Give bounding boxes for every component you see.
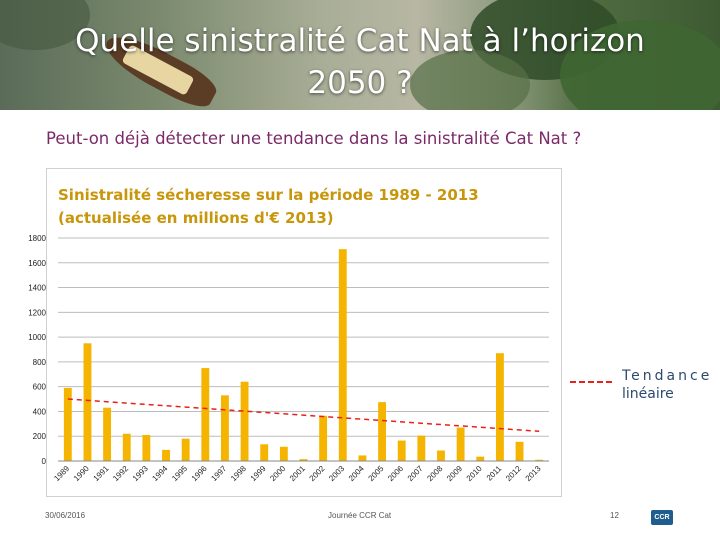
x-tick-label: 2001 (288, 464, 307, 483)
y-tick-label: 1000 (28, 333, 46, 342)
x-tick-label: 1999 (249, 464, 268, 483)
y-tick-label: 1200 (28, 308, 46, 317)
bar (103, 407, 112, 461)
bar (535, 459, 544, 461)
x-tick-label: 2007 (406, 464, 425, 483)
foliage-decoration (410, 50, 530, 110)
chart-title-line1: Sinistralité sécheresse sur la période 1… (58, 186, 479, 204)
bar (181, 438, 190, 461)
bar (299, 459, 308, 461)
x-tick-label: 1992 (111, 464, 130, 483)
slide-subtitle: Peut-on déjà détecter une tendance dans … (46, 129, 582, 148)
x-tick-label: 1996 (190, 464, 209, 483)
x-tick-label: 2005 (367, 464, 386, 483)
chart-title: Sinistralité sécheresse sur la période 1… (58, 184, 479, 230)
bar (378, 402, 386, 461)
bar (515, 441, 524, 461)
x-tick-label: 2003 (327, 464, 346, 483)
trend-layer (67, 398, 540, 433)
bar (456, 427, 465, 461)
x-tick-label: 2009 (445, 464, 464, 483)
x-tick-label: 1997 (209, 464, 228, 483)
trend-line (67, 398, 540, 433)
bar (495, 353, 504, 461)
x-tick-label: 1993 (131, 464, 150, 483)
x-tick-label: 2010 (465, 464, 484, 483)
bar (437, 450, 445, 461)
y-tick-label: 1600 (28, 259, 46, 268)
bar (358, 455, 367, 461)
bar (240, 381, 249, 461)
bars (63, 249, 544, 461)
trend-legend-line1: Tendance (622, 368, 713, 384)
bar (338, 249, 347, 461)
y-tick-label: 1400 (28, 284, 46, 293)
chart-frame (46, 168, 562, 497)
footer-date: 30/06/2016 (45, 511, 86, 520)
chart-title-line2: (actualisée en millions d'€ 2013) (58, 209, 334, 227)
slide-title-line2: 2050 ? (307, 65, 413, 101)
bar (142, 434, 151, 461)
bar (476, 456, 485, 461)
ccr-logo: CCR (651, 510, 673, 525)
x-tick-label: 1991 (92, 464, 111, 483)
bar (221, 395, 229, 461)
bar (83, 343, 92, 461)
bar (201, 368, 210, 461)
bar (319, 415, 328, 461)
slide-title-line1: Quelle sinistralité Cat Nat à l’horizon (75, 23, 645, 59)
x-tick-label: 1990 (72, 464, 91, 483)
footer-page-number: 12 (610, 511, 619, 520)
x-tick-label: 2011 (485, 464, 504, 483)
x-tick-label: 2004 (347, 464, 366, 483)
bar (260, 444, 269, 461)
y-tick-label: 1800 (28, 234, 46, 243)
bar (397, 440, 406, 461)
x-tick-label: 1989 (52, 464, 71, 483)
y-tick-label: 800 (33, 358, 47, 367)
slide-title: Quelle sinistralité Cat Nat à l’horizon … (0, 20, 720, 104)
bar (279, 446, 288, 461)
x-tick-label: 2013 (524, 464, 543, 483)
y-tick-label: 200 (33, 432, 47, 441)
foliage-decoration (560, 20, 720, 110)
trend-legend-line2: linéaire (622, 386, 674, 402)
x-tick-label: 2012 (504, 464, 523, 483)
x-tick-label: 2006 (386, 464, 405, 483)
x-tick-label: 2002 (308, 464, 327, 483)
x-tick-label: 1994 (150, 464, 169, 483)
x-tick-label: 2000 (268, 464, 287, 483)
footer-event: Journée CCR Cat (328, 511, 392, 520)
x-tick-label: 2008 (425, 464, 444, 483)
bar (122, 433, 131, 461)
y-tick-label: 400 (33, 407, 47, 416)
x-tick-label: 1998 (229, 464, 248, 483)
bar (417, 435, 426, 461)
bar (162, 449, 170, 461)
trend-legend-swatch (570, 381, 612, 383)
y-tick-label: 0 (42, 457, 47, 466)
x-tick-label: 1995 (170, 464, 189, 483)
trend-legend-label: Tendance linéaire (622, 367, 712, 403)
header-banner (0, 0, 720, 110)
bar (63, 387, 72, 461)
y-tick-label: 600 (33, 383, 47, 392)
